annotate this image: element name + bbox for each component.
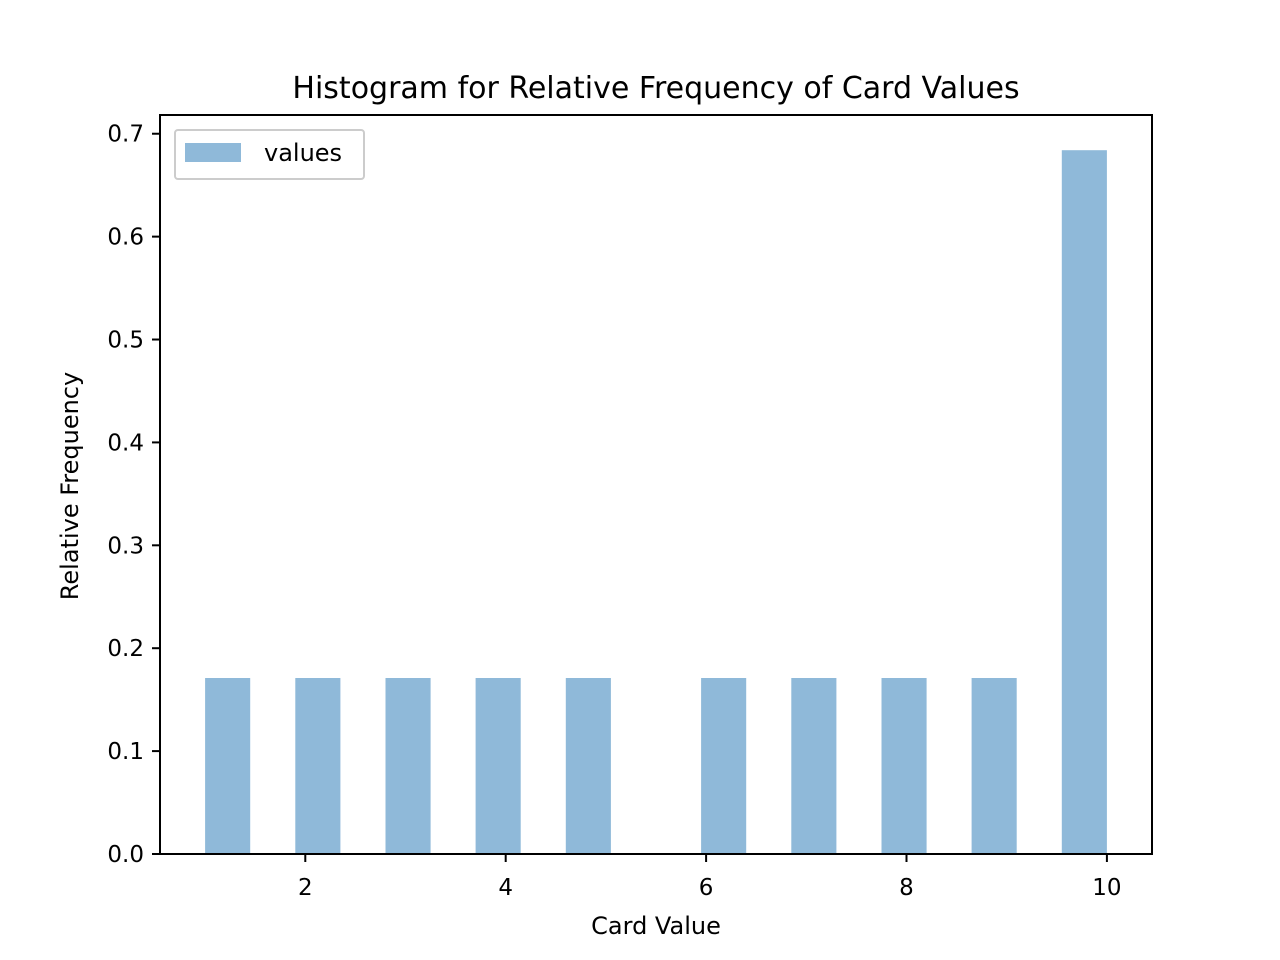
x-tick-label: 4 — [498, 875, 513, 901]
legend-box — [174, 129, 365, 180]
bar-8 — [881, 678, 927, 854]
y-tick-label: 0.4 — [107, 430, 144, 456]
y-axis-ticks: 0.0 0.1 0.2 0.3 0.4 0.5 0.6 0.7 — [107, 122, 160, 868]
y-tick-label: 0.0 — [107, 842, 144, 868]
y-tick-label: 0.6 — [107, 225, 144, 251]
legend-swatch — [185, 143, 241, 162]
y-tick-label: 0.1 — [107, 739, 144, 765]
bar-9 — [971, 678, 1017, 854]
bar-10 — [1061, 150, 1107, 854]
x-axis-label: Card Value — [591, 912, 721, 940]
y-tick-label: 0.3 — [107, 533, 144, 559]
bar-1 — [205, 678, 251, 854]
y-tick-label: 0.2 — [107, 636, 144, 662]
legend: values — [174, 129, 365, 180]
x-axis-ticks: 2 4 6 8 10 — [298, 854, 1122, 901]
x-tick-label: 10 — [1092, 875, 1121, 901]
bars-group — [205, 150, 1107, 854]
bar-5 — [565, 678, 611, 854]
legend-label: values — [264, 139, 342, 167]
y-tick-label: 0.5 — [107, 328, 144, 354]
bar-7 — [791, 678, 837, 854]
x-tick-label: 2 — [298, 875, 313, 901]
bar-2 — [295, 678, 341, 854]
y-tick-label: 0.7 — [107, 122, 144, 148]
bar-6 — [701, 678, 747, 854]
x-tick-label: 8 — [899, 875, 914, 901]
x-tick-label: 6 — [699, 875, 714, 901]
bar-4 — [475, 678, 521, 854]
plot-frame — [159, 114, 1153, 855]
bar-3 — [385, 678, 431, 854]
chart-title: Histogram for Relative Frequency of Card… — [292, 71, 1019, 106]
y-axis-label: Relative Frequency — [56, 372, 84, 600]
